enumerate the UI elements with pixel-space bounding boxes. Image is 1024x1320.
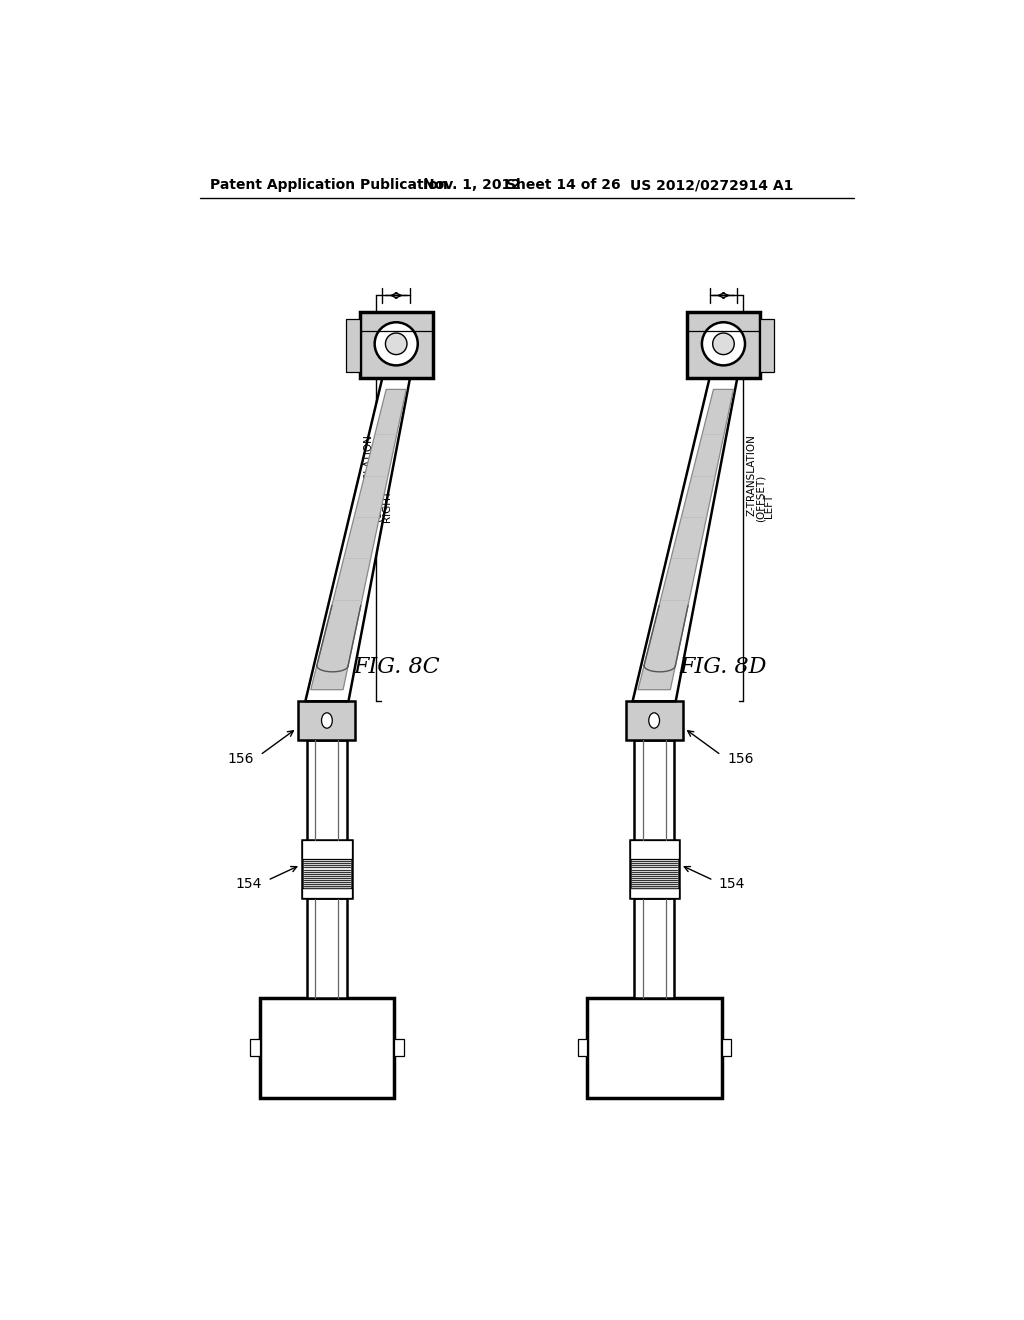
Bar [630,840,679,898]
Bar [259,998,394,1098]
Bar [302,888,351,898]
Text: FIG. 8C: FIG. 8C [353,656,439,677]
Bar [626,701,683,739]
Bar [302,840,351,898]
Ellipse shape [649,713,659,729]
Text: Patent Application Publication: Patent Application Publication [210,178,447,193]
Bar [630,840,679,859]
Bar [634,898,674,998]
Text: 154: 154 [236,876,262,891]
Text: 154: 154 [719,876,745,891]
Bar [722,1039,731,1056]
Bar [394,1039,403,1056]
Bar [346,318,359,372]
Bar [307,898,347,998]
Circle shape [713,333,734,355]
Bar [307,739,347,840]
Bar [587,998,722,1098]
Text: LEFT: LEFT [764,494,774,519]
Circle shape [701,322,745,366]
Ellipse shape [322,713,333,729]
Text: 156: 156 [727,752,754,766]
Text: Nov. 1, 2012: Nov. 1, 2012 [423,178,521,193]
Text: Sheet 14 of 26: Sheet 14 of 26 [506,178,621,193]
Text: (OFFSET): (OFFSET) [756,475,765,521]
Text: FIG. 8D: FIG. 8D [680,656,767,677]
Polygon shape [310,389,407,689]
Bar [250,1039,259,1056]
Text: Z-TRANSLATION: Z-TRANSLATION [364,434,374,516]
Text: (OFFSET): (OFFSET) [373,475,383,521]
Bar [298,701,355,739]
Bar [687,313,760,378]
Bar [302,840,351,859]
Text: RIGHT: RIGHT [382,490,392,523]
Bar [760,318,774,372]
Polygon shape [633,378,737,701]
Bar [634,739,674,840]
Bar [359,313,433,378]
Circle shape [385,333,407,355]
Text: 156: 156 [227,752,254,766]
Bar [630,888,679,898]
Text: US 2012/0272914 A1: US 2012/0272914 A1 [630,178,793,193]
Bar [578,1039,587,1056]
Circle shape [375,322,418,366]
Polygon shape [638,389,733,689]
Text: Z-TRANSLATION: Z-TRANSLATION [746,434,756,516]
Polygon shape [305,378,410,701]
